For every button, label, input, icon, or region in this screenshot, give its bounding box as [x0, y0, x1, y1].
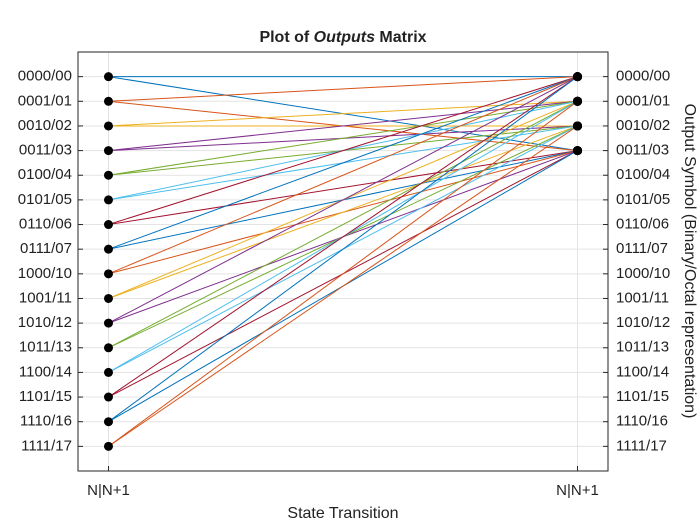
y2-tick-label: 0100/04 — [616, 166, 670, 183]
y-tick-label: 1100/14 — [19, 363, 72, 380]
y2-tick-label: 1100/14 — [616, 363, 669, 380]
transition-line — [108, 76, 578, 102]
title-part: Matrix — [375, 29, 427, 46]
y2-tick-label: 1011/13 — [616, 339, 669, 356]
y2-tick-label: 1110/16 — [616, 413, 668, 430]
y-tick-label: 0000/00 — [18, 68, 72, 85]
state-marker — [103, 195, 113, 205]
plot-layer — [78, 52, 608, 471]
y2-tick-label: 0111/07 — [616, 240, 668, 257]
axes-box — [77, 51, 609, 472]
y2-tick-label: 1000/10 — [616, 265, 670, 282]
transition-line — [108, 100, 578, 349]
x-tick-label: N|N+1 — [87, 482, 130, 499]
y-tick-label: 1011/13 — [19, 339, 72, 356]
y-tick-label: 0011/03 — [19, 142, 72, 159]
state-marker — [103, 146, 113, 156]
transition-line — [108, 125, 578, 447]
y-tick-label: 0001/01 — [18, 92, 72, 109]
x-axis-label: State Transition — [287, 505, 398, 522]
transition-line — [108, 76, 578, 398]
state-marker — [103, 392, 113, 402]
y-tick-label: 0100/04 — [18, 166, 72, 183]
output-marker — [573, 96, 583, 106]
plot-area — [78, 52, 608, 471]
transition-line — [108, 76, 578, 226]
y2-tick-label: 0000/00 — [616, 68, 670, 85]
y-tick-label: 1000/10 — [18, 265, 72, 282]
output-marker — [573, 121, 583, 131]
transition-line — [108, 76, 578, 250]
y-tick-label: 0110/06 — [19, 215, 72, 232]
y2-tick-label: 0011/03 — [616, 142, 669, 159]
y2-tick-label: 0010/02 — [616, 117, 670, 134]
y-tick-label: 0010/02 — [18, 117, 72, 134]
state-marker — [103, 441, 113, 451]
state-marker — [103, 72, 113, 82]
state-marker — [103, 96, 113, 106]
y-tick-label: 1001/11 — [19, 289, 72, 306]
y2-tick-label: 1111/17 — [616, 437, 667, 454]
transition-line — [108, 100, 578, 176]
output-marker — [573, 146, 583, 156]
state-marker — [103, 293, 113, 303]
x-tick-label: N|N+1 — [556, 482, 599, 499]
y2-tick-label: 0110/06 — [616, 215, 669, 232]
transition-line — [108, 76, 578, 324]
y-tick-label: 1111/17 — [21, 437, 72, 454]
y-tick-label: 0111/07 — [20, 240, 72, 257]
state-marker — [103, 367, 113, 377]
y2-tick-label: 0001/01 — [616, 92, 670, 109]
state-marker — [103, 170, 113, 180]
y-tick-label: 1110/16 — [20, 413, 72, 430]
state-marker — [103, 244, 113, 254]
title-part: Outputs — [314, 29, 375, 46]
state-marker — [103, 269, 113, 279]
state-marker — [103, 318, 113, 328]
y2-tick-label: 0101/05 — [616, 191, 670, 208]
y2-tick-label: 1001/11 — [616, 289, 669, 306]
output-marker — [573, 72, 583, 82]
transition-line — [108, 100, 578, 447]
chart-title: Plot of Outputs Matrix — [259, 29, 426, 46]
y-tick-label: 0101/05 — [18, 191, 72, 208]
state-marker — [103, 343, 113, 353]
title-part: Plot of — [259, 29, 313, 46]
state-marker — [103, 220, 113, 230]
transition-line — [108, 76, 578, 423]
y2-tick-label: 1010/12 — [616, 314, 670, 331]
y2-tick-label: 1101/15 — [616, 388, 669, 405]
y2-axis-label: Output Symbol (Binary/Octal representati… — [681, 104, 698, 419]
state-marker — [103, 417, 113, 427]
y-tick-label: 1101/15 — [19, 388, 72, 405]
transition-line — [108, 125, 578, 299]
state-marker — [103, 121, 113, 131]
transition-line — [108, 76, 578, 275]
y-tick-label: 1010/12 — [18, 314, 72, 331]
